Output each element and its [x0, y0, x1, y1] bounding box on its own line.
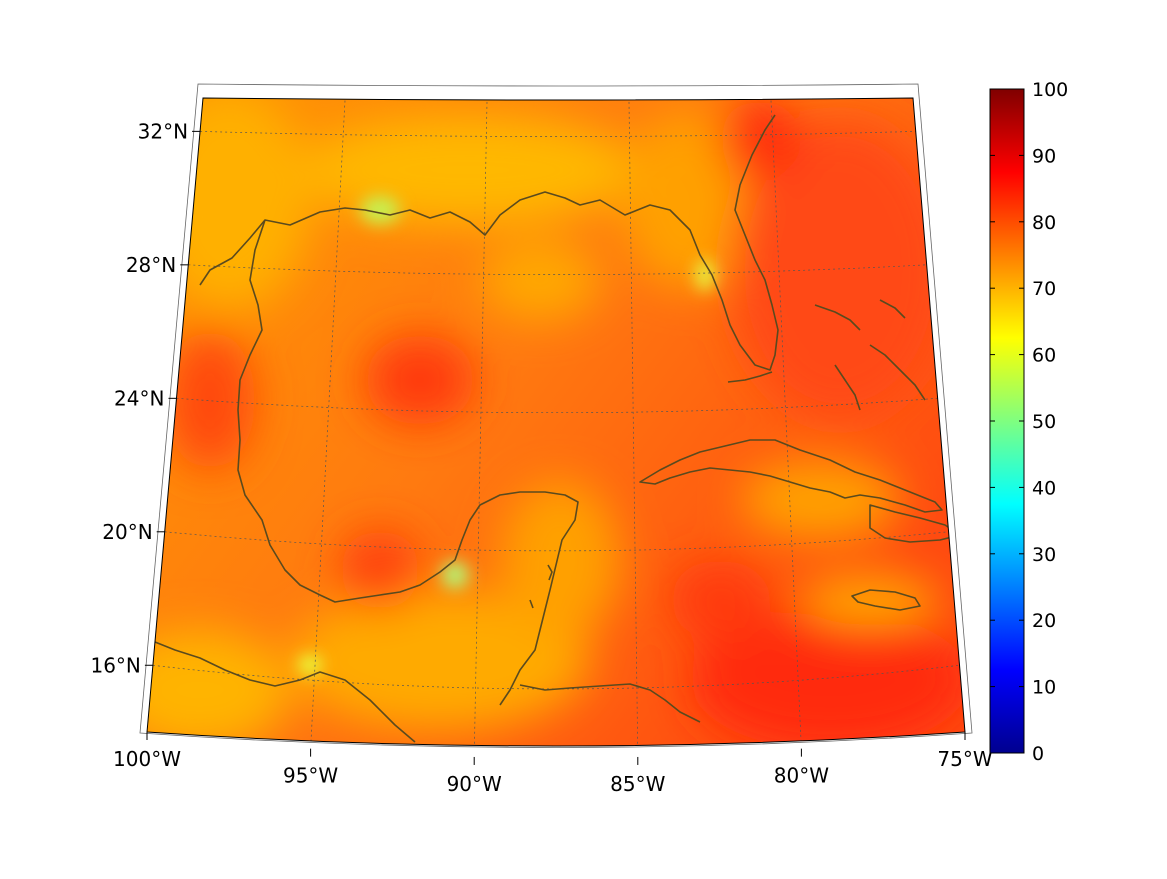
- parallel-line: [152, 664, 960, 690]
- parallel-line: [200, 131, 916, 137]
- bahamas: [814, 299, 926, 411]
- graticule: [147, 98, 965, 746]
- isla-mujeres-cozumel: [529, 564, 553, 609]
- parallel-line: [164, 531, 949, 552]
- latitude-labels: 32°N 28°N 24°N 20°N 16°N: [90, 119, 201, 677]
- lat-label: 28°N: [126, 253, 176, 277]
- lon-label: 75°W: [937, 747, 992, 771]
- lat-label: 20°N: [102, 520, 152, 544]
- lat-label: 32°N: [138, 119, 188, 143]
- parallel-line: [176, 397, 938, 414]
- lat-label: 16°N: [90, 653, 140, 677]
- parallel-line: [188, 264, 927, 275]
- colorbar-label: 50: [1032, 411, 1056, 433]
- coastline-mexico-west: [237, 219, 579, 706]
- colorbar-label: 0: [1032, 743, 1044, 765]
- colorbar-label: 100: [1032, 79, 1068, 101]
- colorbar-label: 90: [1032, 145, 1056, 167]
- coastlines: [149, 114, 961, 743]
- lon-label: 90°W: [447, 772, 502, 796]
- map-frame: [139, 83, 973, 748]
- meridian-line: [628, 101, 639, 746]
- longitude-labels: 100°W 95°W 90°W 85°W 80°W 75°W: [113, 732, 993, 796]
- colorbar-label: 60: [1032, 345, 1056, 367]
- lon-label: 95°W: [283, 764, 338, 788]
- coastline-gulf: [199, 114, 779, 371]
- cuba: [639, 439, 943, 513]
- colorbar-label: 20: [1032, 610, 1056, 632]
- lon-label: 80°W: [774, 764, 829, 788]
- colorbar-ticks: 0 10 20 30 40 50 60 70 80 90 100: [990, 79, 1068, 765]
- coastline-central-america: [519, 683, 701, 723]
- florida-keys: [727, 371, 773, 383]
- meridian-line: [310, 100, 346, 746]
- jamaica: [851, 589, 921, 611]
- colorbar-label: 70: [1032, 278, 1056, 300]
- field-minima: [298, 196, 715, 675]
- colorbar-gradient: [989, 88, 1025, 754]
- colorbar-label: 80: [1032, 212, 1056, 234]
- colorbar-label: 10: [1032, 677, 1056, 699]
- colorbar-label: 40: [1032, 477, 1056, 499]
- colorbar: 0 10 20 30 40 50 60 70 80 90 100: [989, 79, 1068, 765]
- lon-label: 100°W: [113, 747, 181, 771]
- coastline-pacific: [149, 639, 416, 743]
- meridian-line: [770, 100, 802, 746]
- lon-label: 85°W: [610, 772, 665, 796]
- colorbar-label: 30: [1032, 544, 1056, 566]
- lat-label: 24°N: [114, 386, 164, 410]
- meridian-line: [473, 101, 488, 746]
